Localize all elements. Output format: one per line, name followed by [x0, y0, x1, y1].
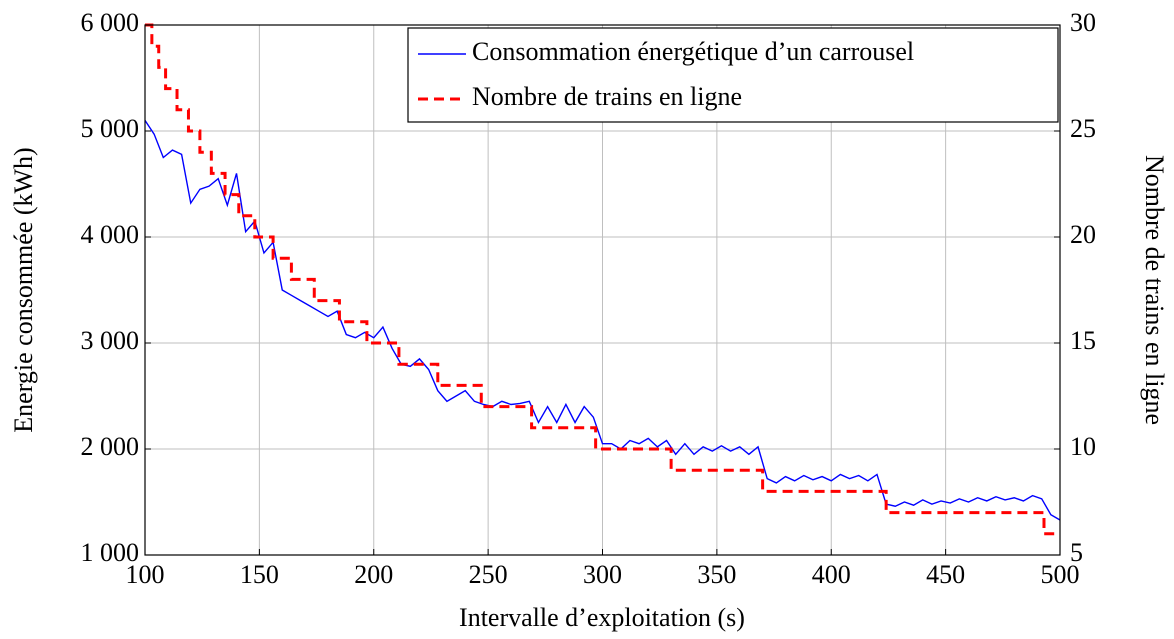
- x-tick-label: 400: [812, 560, 851, 589]
- y2-tick-label: 25: [1070, 114, 1096, 143]
- x-tick-label: 350: [697, 560, 736, 589]
- y-tick-label: 3 000: [81, 326, 140, 355]
- y2-axis-label: Nombre de trains en ligne: [1140, 155, 1169, 425]
- y-tick-label: 6 000: [81, 8, 140, 37]
- x-tick-label: 100: [126, 560, 165, 589]
- legend-label: Nombre de trains en ligne: [472, 82, 742, 111]
- x-tick-label: 200: [354, 560, 393, 589]
- x-tick-label: 150: [240, 560, 279, 589]
- y-tick-label: 1 000: [81, 538, 140, 567]
- x-tick-label: 500: [1041, 560, 1080, 589]
- legend: Consommation énergétique d’un carrousel N…: [407, 27, 1059, 123]
- legend-box: [407, 27, 1059, 123]
- data-line: [145, 23, 1060, 536]
- x-tick-label: 450: [926, 560, 965, 589]
- y2-tick-label: 15: [1070, 326, 1096, 355]
- x-tick-label: 250: [469, 560, 508, 589]
- plot-frame: [144, 24, 1061, 556]
- y2-tick-label: 5: [1070, 538, 1083, 567]
- y2-tick-label: 30: [1070, 8, 1096, 37]
- y2-tick-label: 10: [1070, 432, 1096, 461]
- y-tick-label: 5 000: [81, 114, 140, 143]
- legend-label: Consommation énergétique d’un carrousel: [472, 37, 914, 66]
- x-axis-label: Intervalle d’exploitation (s): [459, 603, 745, 632]
- x-tick-label: 300: [583, 560, 622, 589]
- y-axis-label: Energie consommée (kWh): [9, 147, 38, 432]
- y2-tick-label: 20: [1070, 220, 1096, 249]
- y-tick-label: 4 000: [81, 220, 140, 249]
- data-line: [144, 120, 1061, 521]
- y-tick-label: 2 000: [81, 432, 140, 461]
